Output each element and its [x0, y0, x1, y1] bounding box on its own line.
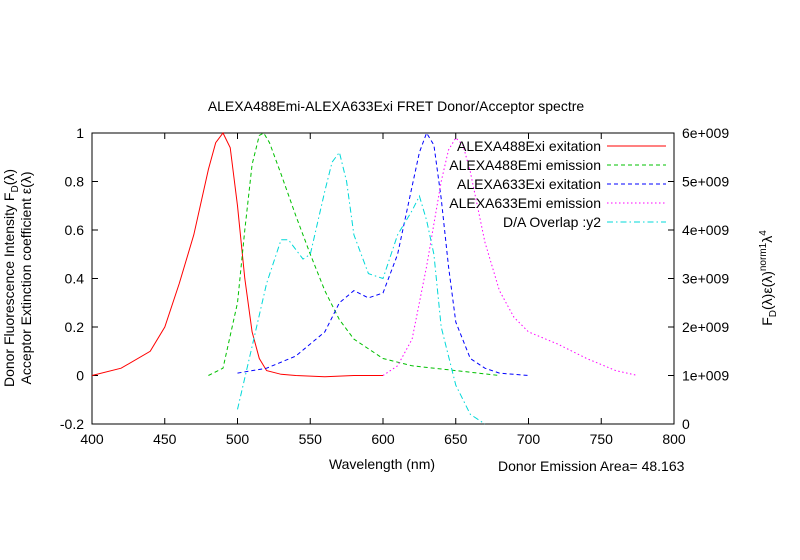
y2-tick-label: 5e+009	[682, 174, 729, 190]
y2-tick-label: 6e+009	[682, 125, 729, 141]
y-tick-label: 0.6	[65, 222, 85, 238]
x-tick-label: 800	[662, 431, 686, 447]
series-line-3	[382, 137, 638, 376]
y-axis-ticks: -0.2 0 0.2 0.4 0.6 0.8 1	[60, 125, 98, 432]
series-line-4	[237, 151, 486, 425]
y2-label-tail: λ	[759, 236, 775, 243]
x-tick-label: 600	[371, 431, 395, 447]
y-axis-label-line1: Donor Fluorescence Intensity FD(λ)	[1, 169, 21, 387]
legend-label: ALEXA633Exi exitation	[457, 176, 601, 192]
y2-tick-label: 0	[682, 416, 690, 432]
x-tick-label: 750	[590, 431, 614, 447]
y2-label-sub: D	[768, 310, 779, 317]
y-axis-label-tail: (λ)	[1, 169, 17, 185]
y2-label-sup2: 4	[758, 230, 769, 236]
legend-label: ALEXA488Emi emission	[449, 157, 601, 173]
y2-tick-label: 2e+009	[682, 319, 729, 335]
x-tick-label: 550	[299, 431, 323, 447]
y2-axis-label-text: FD(λ)ε(λ)norm1λ4	[758, 230, 779, 326]
y-axis-label-line2: Acceptor Extinction coefficient ε(λ)	[18, 172, 34, 385]
y-axis-label-text: Donor Fluorescence Intensity F	[1, 193, 17, 388]
x-tick-label: 400	[80, 431, 104, 447]
y2-tick-label: 3e+009	[682, 271, 729, 287]
y-axis-label: Donor Fluorescence Intensity FD(λ) Accep…	[1, 169, 34, 387]
x-axis-ticks: 400 450 500 550 600 650 700 750 800	[80, 133, 686, 447]
y2-tick-label: 1e+009	[682, 368, 729, 384]
y-axis-label-sub: D	[10, 185, 21, 192]
y2-axis-ticks: 0 1e+009 2e+009 3e+009 4e+009 5e+009 6e+009	[668, 125, 729, 432]
y-tick-label: 0.2	[65, 319, 85, 335]
y-tick-label: 0	[76, 368, 84, 384]
donor-emission-area: Donor Emission Area= 48.163	[498, 458, 685, 474]
y-tick-label: 1	[76, 125, 84, 141]
y2-label-mid: (λ)ε(λ)	[759, 271, 775, 310]
x-tick-label: 700	[517, 431, 541, 447]
x-tick-label: 500	[226, 431, 250, 447]
chart-title: ALEXA488Emi-ALEXA633Exi FRET Donor/Accep…	[208, 98, 585, 114]
x-tick-label: 450	[153, 431, 177, 447]
y2-axis-label: FD(λ)ε(λ)norm1λ4	[758, 230, 779, 326]
y2-label-sup: norm1	[758, 242, 769, 271]
legend-label: ALEXA488Exi exitation	[457, 138, 601, 154]
y2-label-main: F	[759, 317, 775, 326]
series-line-1	[208, 132, 500, 376]
x-axis-label: Wavelength (nm)	[329, 456, 435, 472]
x-tick-label: 650	[444, 431, 468, 447]
y2-tick-label: 4e+009	[682, 222, 729, 238]
y-tick-label: 0.4	[65, 271, 85, 287]
legend-label: ALEXA633Emi emission	[449, 195, 601, 211]
legend: ALEXA488Exi exitation ALEXA488Emi emissio…	[449, 138, 666, 230]
y-tick-label: 0.8	[65, 174, 85, 190]
legend-label: D/A Overlap :y2	[503, 214, 601, 230]
series-line-2	[237, 131, 529, 376]
series-line-0	[91, 132, 383, 378]
y-tick-label: -0.2	[60, 416, 84, 432]
series-lines	[91, 131, 638, 425]
